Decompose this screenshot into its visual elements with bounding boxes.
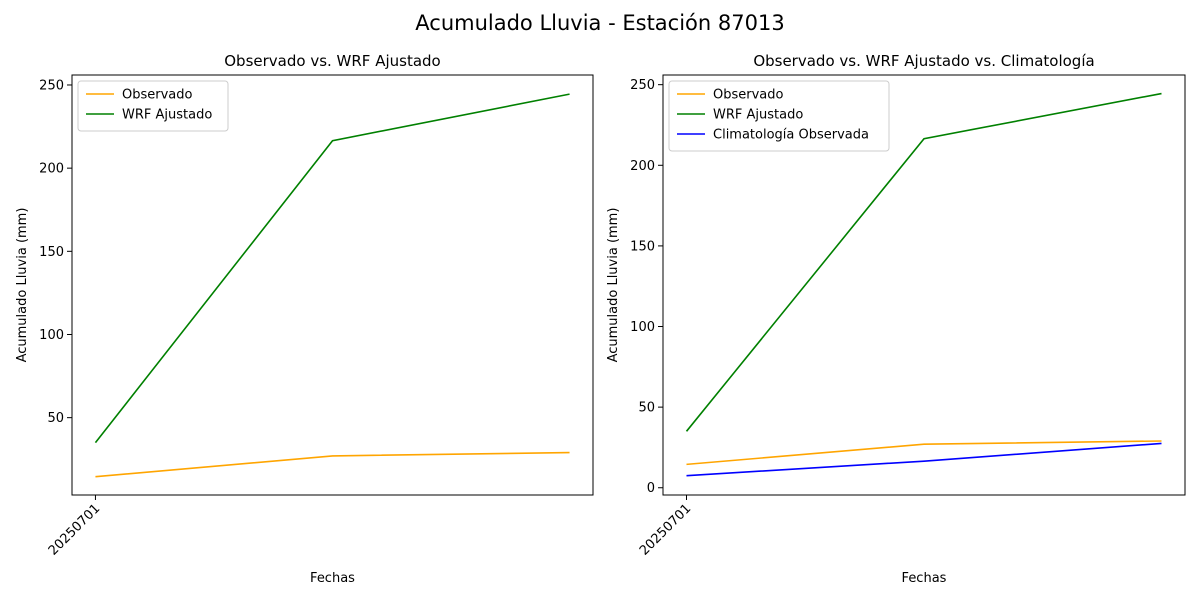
y-axis-label: Acumulado Lluvia (mm) [15, 208, 30, 363]
y-axis-label: Acumulado Lluvia (mm) [606, 208, 621, 363]
series-line-wrf-ajustado [685, 92, 1162, 432]
y-tick-label: 50 [638, 401, 655, 416]
legend-entry: Climatología Observada [713, 128, 869, 143]
x-tick-label: 20250701 [46, 501, 103, 558]
y-tick-label: 150 [39, 245, 64, 260]
panel-title: Observado vs. WRF Ajustado vs. Climatolo… [753, 52, 1094, 70]
legend-entry: Observado [713, 88, 784, 103]
y-tick-label: 250 [630, 78, 655, 93]
legend-entry: Observado [122, 88, 193, 103]
series-line-observado [686, 440, 1162, 466]
legend-entry: WRF Ajustado [713, 108, 803, 123]
y-tick-label: 50 [47, 411, 64, 426]
panel-title: Observado vs. WRF Ajustado [224, 52, 440, 70]
series-line-wrf-ajustado [94, 93, 570, 444]
y-tick-label: 200 [39, 162, 64, 177]
panel-2: Observado vs. WRF Ajustado vs. Climatolo… [606, 52, 1186, 586]
y-tick-label: 100 [630, 320, 655, 335]
panel-1: Observado vs. WRF Ajustado 50 100 150 200 250… [15, 52, 594, 586]
x-tick-label: 20250701 [637, 501, 694, 558]
legend: Observado WRF Ajustado [77, 80, 229, 132]
y-tick-label: 0 [647, 481, 655, 496]
y-tick-label: 100 [39, 328, 64, 343]
legend-entry: WRF Ajustado [122, 108, 212, 123]
plot-frame [71, 74, 594, 496]
figure-suptitle: Acumulado Lluvia - Estación 87013 [415, 11, 784, 35]
plot-frame [662, 74, 1186, 496]
y-tick-label: 150 [630, 239, 655, 254]
y-tick-label: 250 [39, 78, 64, 93]
legend: Observado WRF Ajustado Climatología Observ… [668, 80, 890, 152]
legend-box [668, 80, 890, 152]
y-tick-label: 200 [630, 159, 655, 174]
x-axis-label: Fechas [310, 571, 355, 586]
legend-box [77, 80, 229, 132]
series-line-climatolog-a-observada [686, 442, 1162, 477]
series-line-observado [95, 451, 570, 478]
x-axis-label: Fechas [902, 571, 947, 586]
